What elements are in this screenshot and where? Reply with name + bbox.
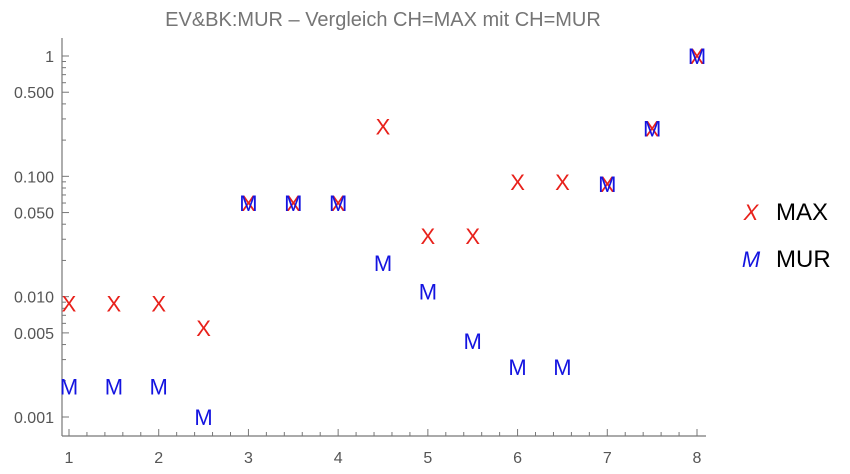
point-mur: M: [150, 374, 168, 399]
y-tick-label: 0.050: [14, 206, 54, 223]
x-tick-label: 7: [603, 450, 612, 467]
point-max: X: [62, 291, 77, 316]
point-mur: M: [239, 191, 257, 216]
legend-item-max: X MAX: [743, 199, 828, 226]
legend: X MAX M MUR: [742, 199, 831, 273]
x-tick-label: 5: [423, 450, 432, 467]
point-max: X: [107, 291, 122, 316]
point-max: X: [421, 224, 436, 249]
chart-title: EV&BK:MUR – Vergleich CH=MAX mit CH=MUR: [165, 9, 601, 31]
point-mur: M: [419, 280, 437, 305]
x-tick-label: 2: [154, 450, 163, 467]
point-max: X: [510, 170, 525, 195]
point-max: X: [196, 316, 211, 341]
legend-label-max: MAX: [776, 199, 828, 226]
point-mur: M: [598, 172, 616, 197]
point-max: X: [645, 116, 660, 141]
legend-marker-mur: M: [742, 247, 761, 272]
y-tick-label: 0.500: [14, 85, 54, 102]
y-tick-label: 0.100: [14, 169, 54, 186]
point-max: X: [555, 170, 570, 195]
y-tick-label: 1: [45, 49, 54, 66]
axes: 1 2 3 4 5 6 7 8 0.001 0.005 0.010 0.050 0.100 0.500 1: [14, 38, 706, 467]
x-tick-label: 1: [65, 450, 74, 467]
x-tick-label: 8: [693, 450, 702, 467]
legend-marker-max: X: [743, 200, 760, 225]
point-max: X: [690, 44, 705, 69]
point-max: X: [241, 191, 256, 216]
point-mur: M: [284, 191, 302, 216]
y-tick-label: 0.010: [14, 290, 54, 307]
y-ticks: 0.001 0.005 0.010 0.050 0.100 0.500 1: [14, 49, 69, 427]
point-mur: M: [60, 374, 78, 399]
point-mur: M: [688, 44, 706, 69]
point-mur: M: [194, 405, 212, 430]
point-mur: M: [105, 374, 123, 399]
legend-item-mur: M MUR: [742, 246, 831, 273]
point-mur: M: [643, 116, 661, 141]
point-mur: M: [329, 191, 347, 216]
point-max: X: [286, 191, 301, 216]
x-tick-label: 4: [334, 450, 343, 467]
x-ticks: 1 2 3 4 5 6 7 8: [65, 429, 702, 467]
x-tick-label: 6: [513, 450, 522, 467]
point-mur: M: [553, 355, 571, 380]
point-max: X: [600, 172, 615, 197]
point-max: X: [331, 191, 346, 216]
point-mur: M: [464, 329, 482, 354]
y-tick-label: 0.001: [14, 410, 54, 427]
point-mur: M: [508, 355, 526, 380]
point-max: X: [465, 224, 480, 249]
point-max: X: [376, 114, 391, 139]
point-mur: M: [374, 251, 392, 276]
point-max: X: [151, 291, 166, 316]
legend-label-mur: MUR: [776, 246, 831, 273]
y-tick-label: 0.005: [14, 326, 54, 343]
x-tick-label: 3: [244, 450, 253, 467]
